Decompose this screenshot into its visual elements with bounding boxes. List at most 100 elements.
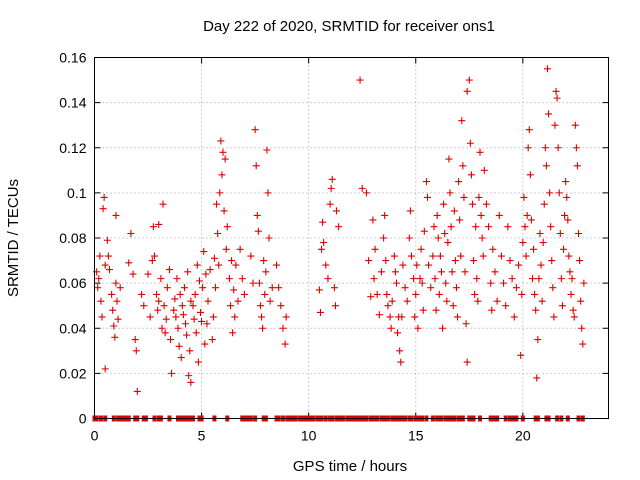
data-point [159, 200, 167, 208]
data-point [375, 311, 383, 319]
data-point [255, 279, 263, 287]
grid-lines [94, 57, 609, 419]
data-point [424, 193, 432, 201]
data-point [247, 252, 255, 260]
data-point [381, 211, 389, 219]
data-point [526, 171, 534, 179]
data-point [223, 223, 231, 231]
data-point [268, 284, 276, 292]
y-axis-label: SRMTID / TECUs [5, 179, 22, 297]
data-point [194, 358, 202, 366]
data-point [97, 297, 105, 305]
data-point [114, 315, 122, 323]
data-point [462, 320, 470, 328]
y-tick-label: 0.02 [59, 365, 86, 381]
data-point [553, 94, 561, 102]
y-tick-label: 0.08 [59, 230, 86, 246]
data-point [210, 254, 218, 262]
data-point [99, 205, 107, 213]
data-point [111, 333, 119, 341]
data-point [497, 252, 505, 260]
data-point [236, 245, 244, 253]
data-point [405, 234, 413, 242]
data-point [449, 302, 457, 310]
data-point [217, 137, 225, 145]
data-point [182, 320, 190, 328]
data-point [98, 313, 106, 321]
data-point [437, 268, 445, 276]
data-point [564, 216, 572, 224]
data-point [554, 144, 562, 152]
data-point [510, 313, 518, 321]
data-point [487, 279, 495, 287]
y-tick-label: 0.12 [59, 140, 86, 156]
data-point [399, 261, 407, 269]
data-point [367, 293, 375, 301]
data-point [238, 275, 246, 283]
data-point [168, 369, 176, 377]
data-point [109, 306, 117, 314]
data-point [96, 252, 104, 260]
data-point [419, 306, 427, 314]
data-point [398, 313, 406, 321]
x-tick-label: 20 [515, 428, 531, 444]
data-point [524, 144, 532, 152]
data-point [431, 275, 439, 283]
data-point [420, 227, 428, 235]
data-point [229, 329, 237, 337]
data-point [442, 279, 450, 287]
data-point [365, 257, 373, 265]
data-point [214, 229, 222, 237]
data-point [572, 144, 580, 152]
data-point [388, 297, 396, 305]
data-point [545, 110, 553, 118]
y-tick-label: 0.04 [59, 320, 86, 336]
data-point [195, 277, 203, 285]
y-tick-label: 0 [79, 411, 87, 427]
data-point [407, 252, 415, 260]
data-point [187, 297, 195, 305]
data-point [163, 284, 171, 292]
data-point [191, 290, 199, 298]
data-point [541, 144, 549, 152]
data-point [202, 270, 210, 278]
data-point [575, 229, 583, 237]
data-point [186, 347, 194, 355]
y-tick-label: 0.1 [67, 185, 87, 201]
data-point [189, 302, 197, 310]
data-point [549, 284, 557, 292]
data-point [459, 162, 467, 170]
x-tick-label: 10 [301, 428, 317, 444]
data-point [387, 324, 395, 332]
data-point [179, 311, 187, 319]
data-point [101, 261, 109, 269]
data-point [177, 354, 185, 362]
data-point [328, 175, 336, 183]
data-point [455, 178, 463, 186]
data-point [185, 372, 193, 380]
data-point [565, 252, 573, 260]
data-point [567, 290, 575, 298]
data-point [390, 252, 398, 260]
data-point [319, 218, 327, 226]
data-point [411, 313, 419, 321]
x-tick-label: 5 [198, 428, 206, 444]
data-point [281, 340, 289, 348]
data-point [369, 216, 377, 224]
data-point [172, 313, 180, 321]
data-point [200, 248, 208, 256]
data-point [527, 216, 535, 224]
data-point [219, 148, 227, 156]
data-point [225, 275, 233, 283]
data-point [551, 121, 559, 129]
data-point [463, 87, 471, 95]
data-point [377, 268, 385, 276]
data-point [221, 155, 229, 163]
data-points [92, 65, 588, 422]
data-point [418, 279, 426, 287]
data-point [413, 261, 421, 269]
data-point [540, 200, 548, 208]
data-point [326, 200, 334, 208]
data-point [491, 268, 499, 276]
data-point [209, 313, 217, 321]
